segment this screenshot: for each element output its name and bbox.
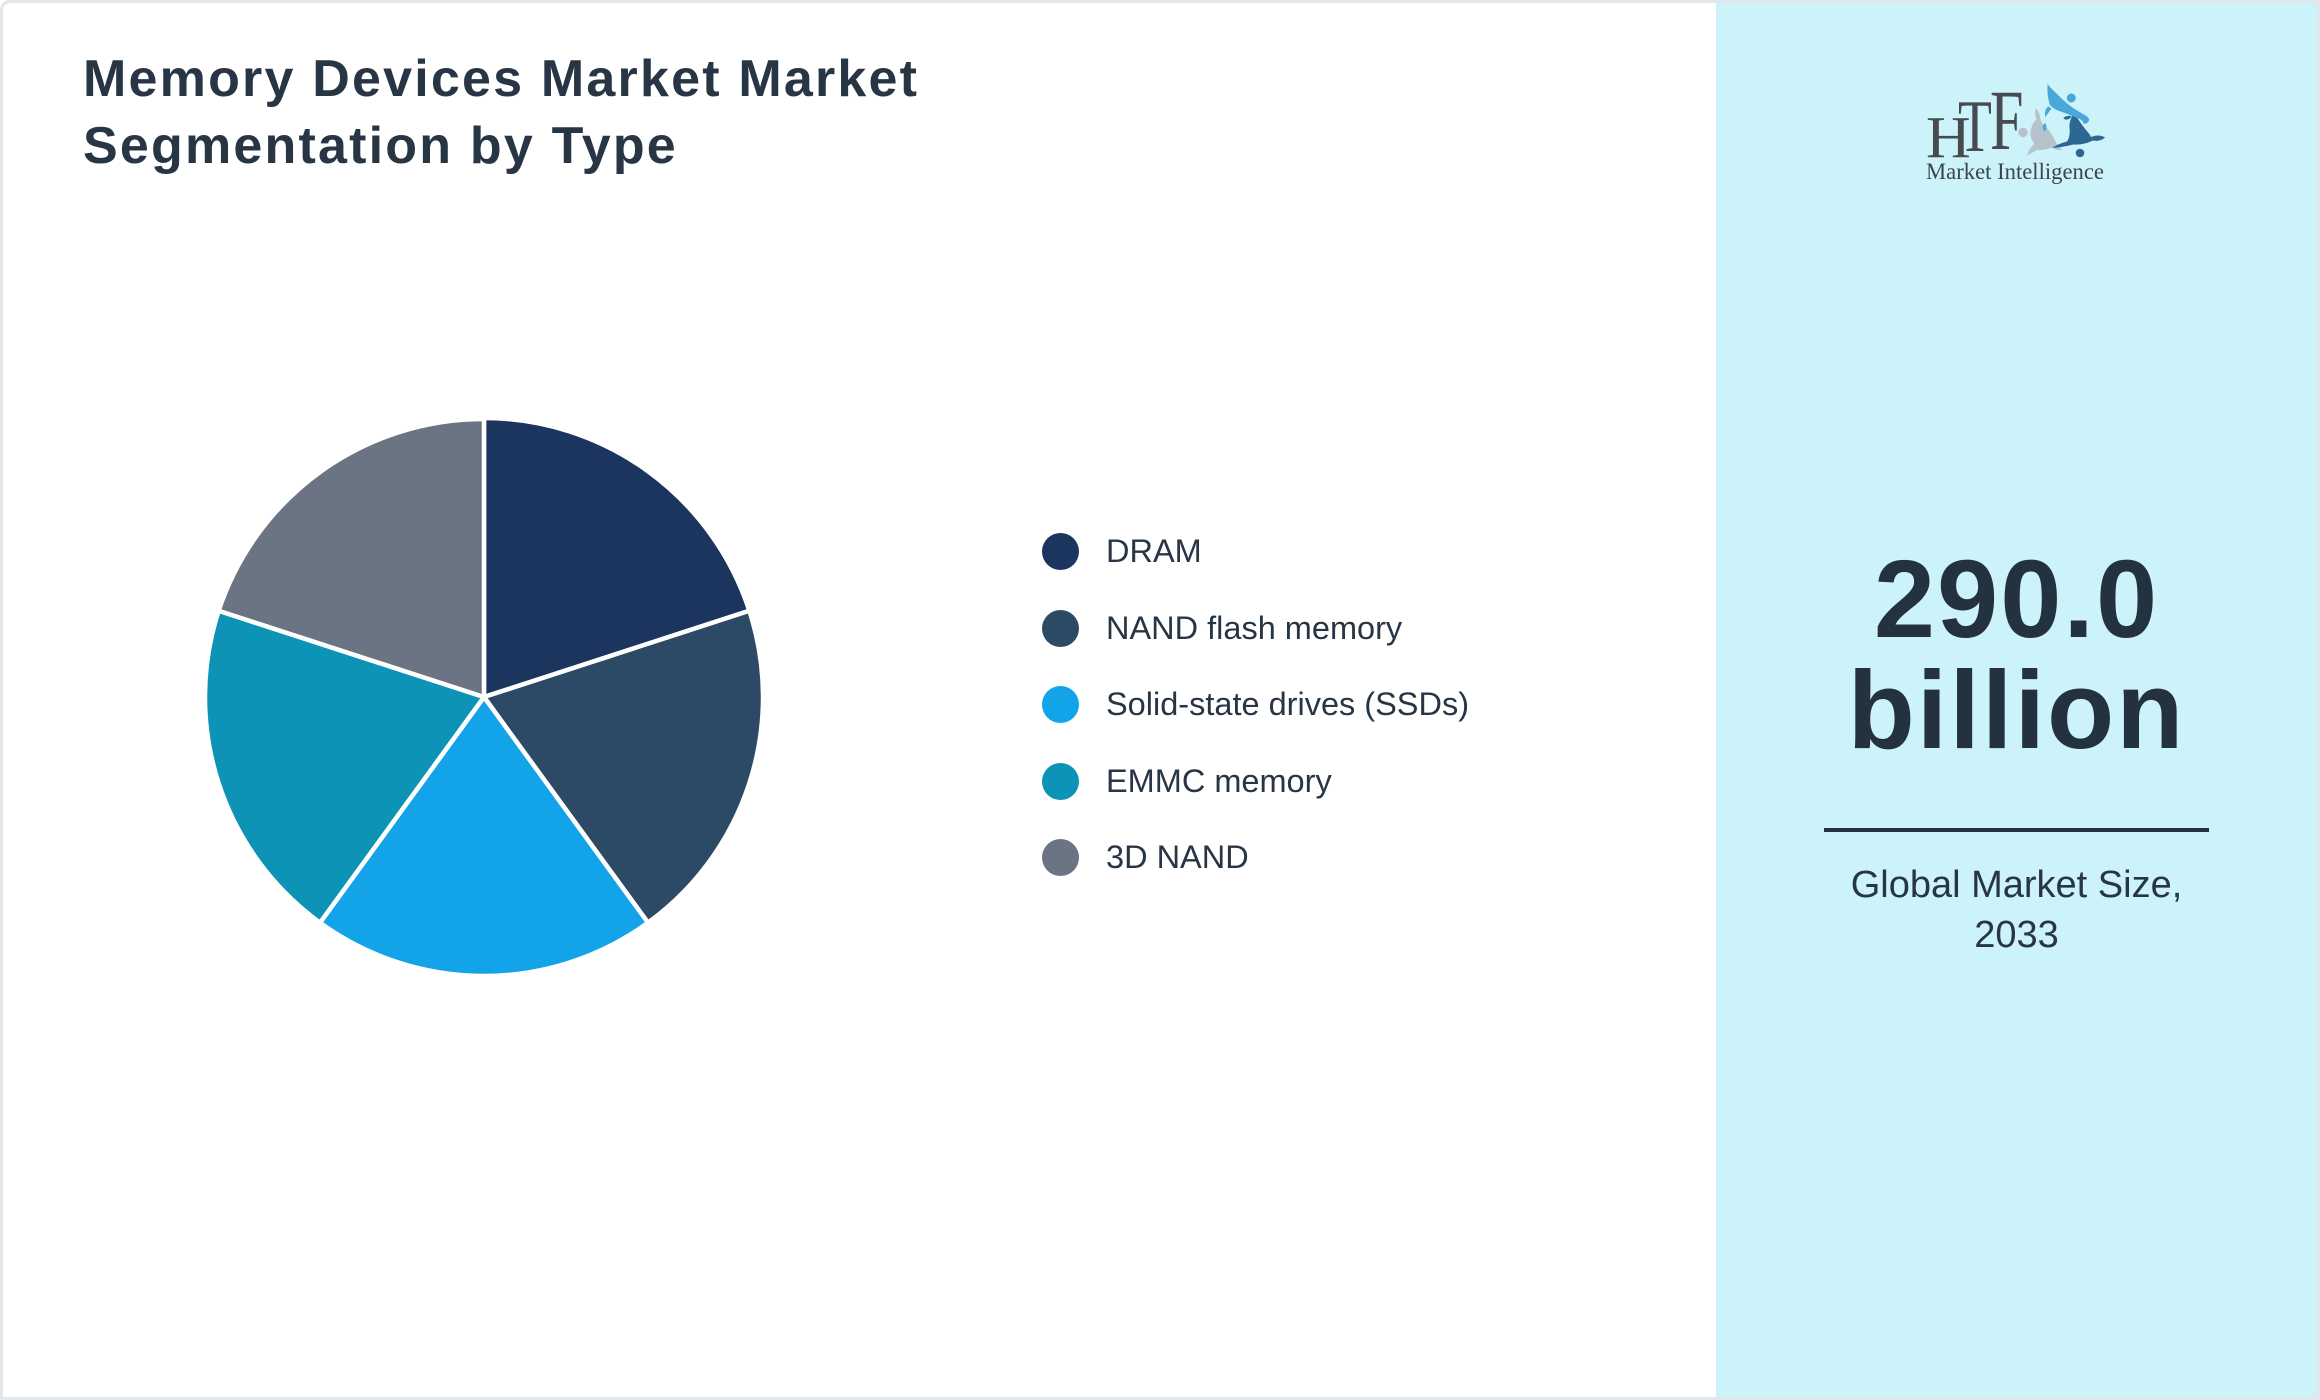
svg-text:F: F <box>1990 78 2023 169</box>
svg-text:Market Intelligence: Market Intelligence <box>1926 159 2104 184</box>
svg-text:H: H <box>1926 105 1971 170</box>
svg-text:T: T <box>1958 87 1992 168</box>
